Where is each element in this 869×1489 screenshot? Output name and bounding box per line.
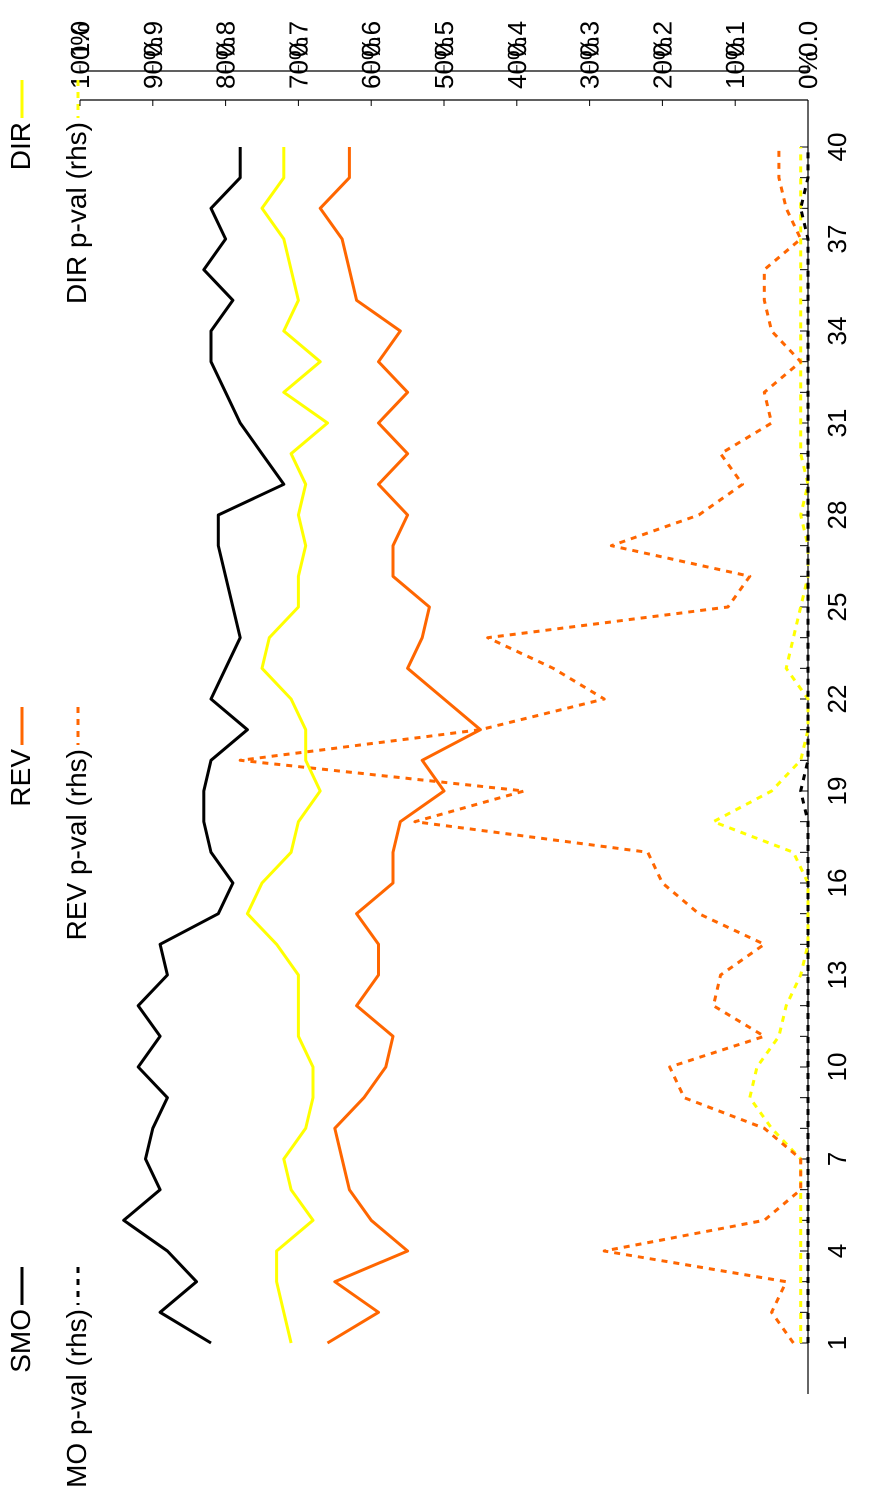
legend-label: DIR: [5, 122, 36, 170]
x-tick-label: 34: [822, 317, 852, 346]
left-axis: 0%10%20%30%40%50%60%70%80%90%100%: [65, 23, 823, 106]
right-tick-label: 0.4: [502, 21, 532, 57]
left-tick-label: 40%: [502, 37, 532, 89]
series-layer: [122, 147, 810, 1345]
left-tick-label: 50%: [429, 37, 459, 89]
right-tick-label: 0.6: [356, 21, 386, 57]
right-axis: 0.0 0.1 0.2 0.3 0.4 0.5 0.6 0.7 0.8 0.9 1.0: [65, 21, 823, 72]
x-tick-label: 19: [822, 777, 852, 806]
x-tick-label: 7: [822, 1152, 852, 1166]
legend-label: SMO: [5, 1309, 36, 1373]
left-tick-label: 30%: [575, 37, 605, 89]
right-tick-label: 0.8: [211, 21, 241, 57]
left-tick-label: 60%: [356, 37, 386, 89]
legend: DIR REV SMO DIR p-val (rhs) REV p-val (rhs) S…: [5, 80, 92, 1489]
legend-label: REV p-val (rhs): [61, 749, 92, 940]
left-tick-label: 10%: [720, 37, 750, 89]
legend-label: SMO p-val (rhs): [61, 1309, 92, 1489]
right-tick-label: 0.2: [647, 21, 677, 57]
series-line-rev: [318, 147, 482, 1345]
right-tick-label: 1.0: [65, 21, 95, 57]
x-tick-label: 1: [822, 1336, 852, 1350]
x-tick-label: 37: [822, 225, 852, 254]
series-line-rev-p-val-rhs-: [238, 147, 803, 1344]
left-tick-label: 20%: [647, 37, 677, 89]
right-tick-label: 0.7: [283, 21, 313, 57]
right-tick-label: 0.1: [720, 21, 750, 57]
left-tick-label: 100%: [65, 23, 95, 90]
left-tick-label: 70%: [283, 37, 313, 89]
x-tick-label: 40: [822, 133, 852, 162]
left-tick-label: 80%: [211, 37, 241, 89]
x-tick-label: 10: [822, 1053, 852, 1082]
x-tick-label: 25: [822, 593, 852, 622]
series-line-smo-p-val-rhs-: [799, 147, 810, 1343]
right-tick-label: 0.9: [138, 21, 168, 57]
x-tick-label: 4: [822, 1244, 852, 1258]
left-tick-label: 90%: [138, 37, 168, 89]
x-axis: 1 4 7 10 13 16 19 22 25 28 31 34 37 40: [800, 100, 852, 1394]
legend-label: DIR p-val (rhs): [61, 122, 92, 304]
legend-label: REV: [5, 749, 36, 807]
x-tick-label: 31: [822, 409, 852, 438]
x-tick-label: 13: [822, 961, 852, 990]
series-line-smo: [122, 147, 286, 1345]
right-tick-label: 0.3: [575, 21, 605, 57]
x-tick-label: 28: [822, 501, 852, 530]
right-tick-label: 0.0: [793, 21, 823, 57]
series-line-dir-p-val-rhs-: [711, 147, 810, 1343]
x-tick-label: 22: [822, 685, 852, 714]
x-tick-label: 16: [822, 869, 852, 898]
right-tick-label: 0.5: [429, 21, 459, 57]
series-line-dir: [245, 147, 329, 1344]
